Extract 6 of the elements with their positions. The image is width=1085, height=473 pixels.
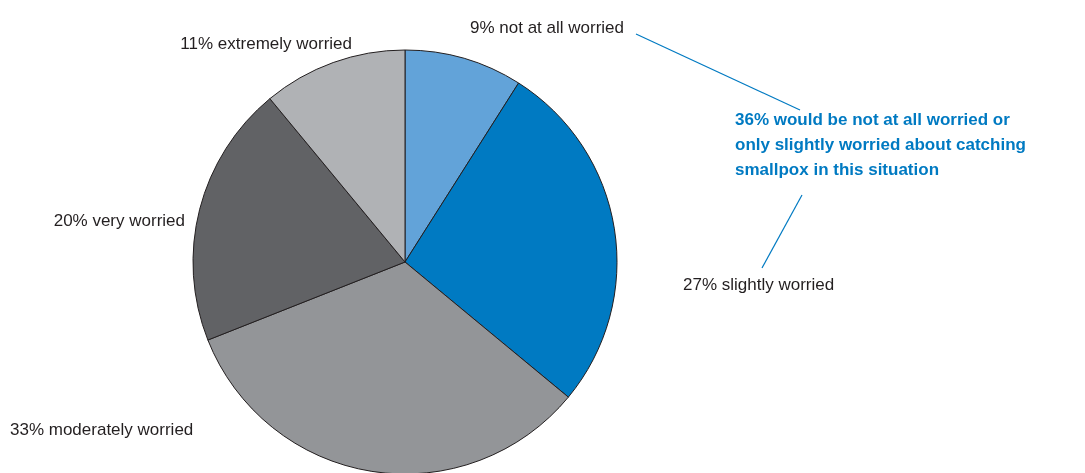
- slice-label: 27% slightly worried: [683, 275, 835, 294]
- slice-label: 9% not at all worried: [470, 18, 625, 37]
- slice-label: 20% very worried: [53, 211, 185, 230]
- text: 36% would be not at all worried or only slightly worried about catching smallpox in this situation: [735, 110, 1026, 179]
- slice-label: 11% extremely worried: [180, 34, 352, 53]
- slice-label: 33% moderately worried: [10, 420, 194, 439]
